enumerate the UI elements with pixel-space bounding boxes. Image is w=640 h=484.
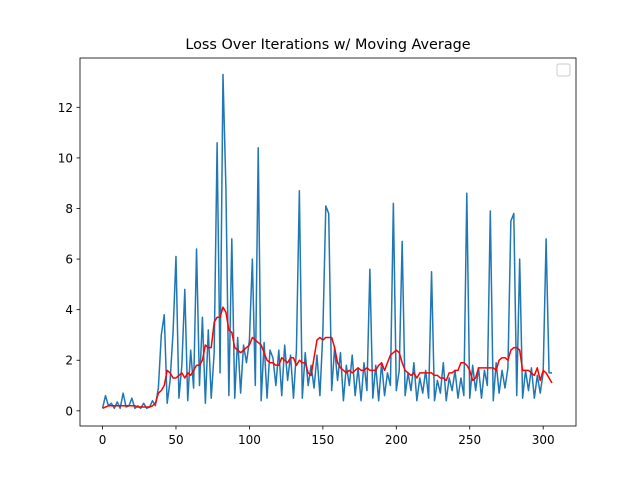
series-line <box>102 306 553 409</box>
axes-frame <box>79 57 577 427</box>
x-tick-label: 250 <box>458 433 481 447</box>
x-tick-label: 100 <box>238 433 261 447</box>
x-tick-label: 200 <box>385 433 408 447</box>
x-tick-label: 50 <box>168 433 183 447</box>
x-tick-label: 300 <box>532 433 555 447</box>
x-tick-label: 0 <box>99 433 107 447</box>
y-tick-label: 4 <box>65 303 73 317</box>
y-tick-label: 10 <box>58 151 73 165</box>
y-tick-label: 6 <box>65 253 73 267</box>
y-tick-label: 8 <box>65 202 73 216</box>
y-tick-label: 0 <box>65 404 73 418</box>
legend-box <box>556 63 571 77</box>
series-line <box>101 73 552 410</box>
y-tick-label: 12 <box>58 101 73 115</box>
y-tick-label: 2 <box>65 354 73 368</box>
x-tick-label: 150 <box>311 433 334 447</box>
chart-title: Loss Over Iterations w/ Moving Average <box>185 37 470 53</box>
